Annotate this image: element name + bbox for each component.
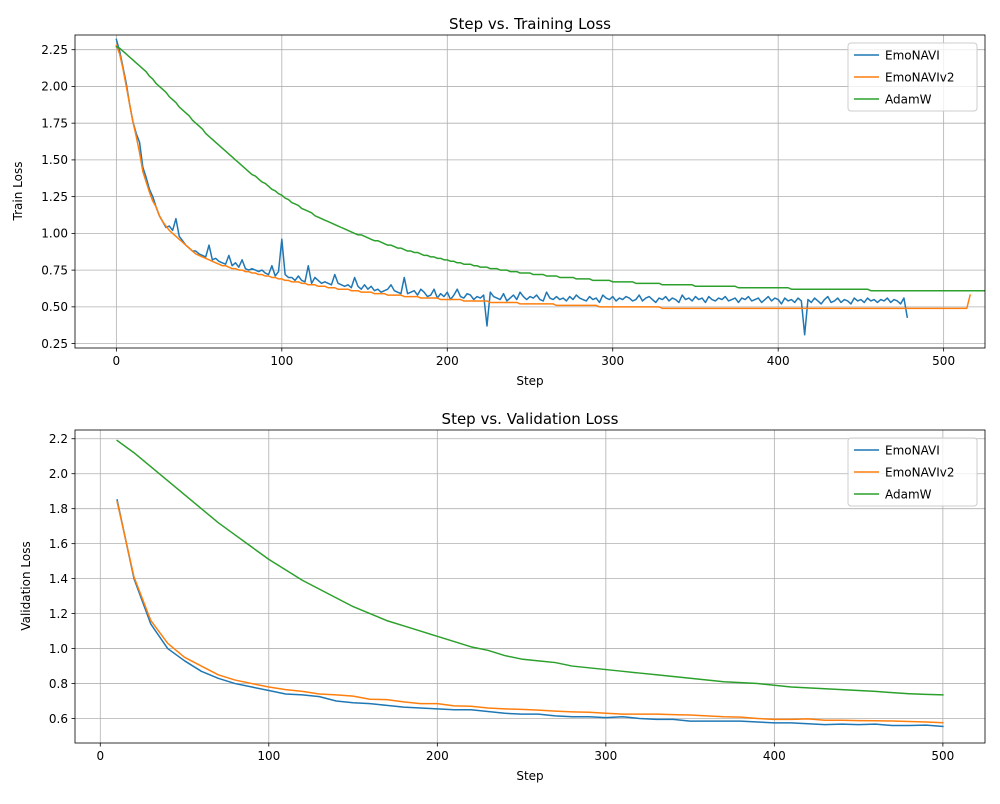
x-tick-label: 100 — [270, 354, 293, 368]
series-line-emonaviv2 — [116, 500, 944, 724]
legend-box — [847, 42, 978, 112]
y-axis: 0.6 0.8 1.0 1.2 1.4 1.6 1.8 2.0 2.2 — [49, 432, 75, 726]
grid — [75, 430, 985, 743]
series-lines — [116, 439, 944, 728]
series-line-adamw — [115, 45, 985, 292]
y-tick-label: 1.8 — [49, 502, 68, 516]
x-tick-label: 0 — [113, 354, 121, 368]
y-tick-label: 1.0 — [49, 642, 68, 656]
x-tick-label: 100 — [257, 749, 280, 763]
x-tick-label: 500 — [931, 749, 954, 763]
y-tick-label: 0.50 — [41, 300, 68, 314]
x-tick-label: 400 — [763, 749, 786, 763]
chart-2: 0 100 200 300 400 500 0.6 0.8 1.0 1.2 1.4 1.6 1.8 2.0… — [19, 410, 986, 783]
legend-label-adamw: AdamW — [885, 92, 932, 106]
y-tick-label: 0.6 — [49, 712, 68, 726]
plot-frame — [74, 429, 986, 744]
y-tick-label: 1.00 — [41, 227, 68, 241]
chart-title: Step vs. Validation Loss — [442, 410, 619, 428]
x-tick-label: 200 — [426, 749, 449, 763]
x-axis: 0 100 200 300 400 500 — [113, 348, 955, 368]
x-axis-label: Step — [516, 374, 543, 388]
chart-title: Step vs. Training Loss — [449, 15, 611, 33]
chart-1: 0 100 200 300 400 500 0.25 0.50 0.75 1.00 1.25 1.50… — [11, 15, 986, 388]
legend: EmoNAVI EmoNAVIv2 AdamW — [847, 437, 978, 507]
y-axis-label: Train Loss — [11, 162, 25, 222]
y-tick-label: 1.75 — [41, 116, 68, 130]
series-line-adamw — [116, 439, 944, 696]
plot-frame — [74, 34, 986, 349]
x-axis: 0 100 200 300 400 500 — [96, 743, 954, 763]
legend-label-adamw: AdamW — [885, 487, 932, 501]
y-tick-label: 1.6 — [49, 537, 68, 551]
series-line-emonavi — [116, 499, 944, 728]
legend-label-emonaviv2: EmoNAVIv2 — [885, 465, 955, 479]
y-tick-label: 2.0 — [49, 467, 68, 481]
x-tick-label: 200 — [436, 354, 459, 368]
y-tick-label: 1.4 — [49, 572, 68, 586]
series-line-emonaviv2 — [115, 44, 972, 310]
x-tick-label: 400 — [767, 354, 790, 368]
legend-label-emonavi: EmoNAVI — [885, 443, 940, 457]
series-lines — [115, 38, 985, 336]
y-tick-label: 2.00 — [41, 80, 68, 94]
x-tick-label: 500 — [932, 354, 955, 368]
x-tick-label: 300 — [594, 749, 617, 763]
y-tick-label: 1.50 — [41, 153, 68, 167]
x-axis-label: Step — [516, 769, 543, 783]
y-axis: 0.25 0.50 0.75 1.00 1.25 1.50 1.75 2.00 2.25 — [41, 43, 75, 351]
y-tick-label: 0.75 — [41, 263, 68, 277]
y-tick-label: 0.8 — [49, 677, 68, 691]
legend: EmoNAVI EmoNAVIv2 AdamW — [847, 42, 978, 112]
y-axis-label: Validation Loss — [19, 541, 33, 630]
x-tick-label: 0 — [96, 749, 104, 763]
legend-label-emonavi: EmoNAVI — [885, 48, 940, 62]
y-tick-label: 0.25 — [41, 337, 68, 351]
legend-box — [847, 437, 978, 507]
y-tick-label: 2.25 — [41, 43, 68, 57]
series-line-emonavi — [115, 38, 909, 336]
x-tick-label: 300 — [601, 354, 624, 368]
legend-label-emonaviv2: EmoNAVIv2 — [885, 70, 955, 84]
y-tick-label: 2.2 — [49, 432, 68, 446]
y-tick-label: 1.2 — [49, 607, 68, 621]
y-tick-label: 1.25 — [41, 190, 68, 204]
